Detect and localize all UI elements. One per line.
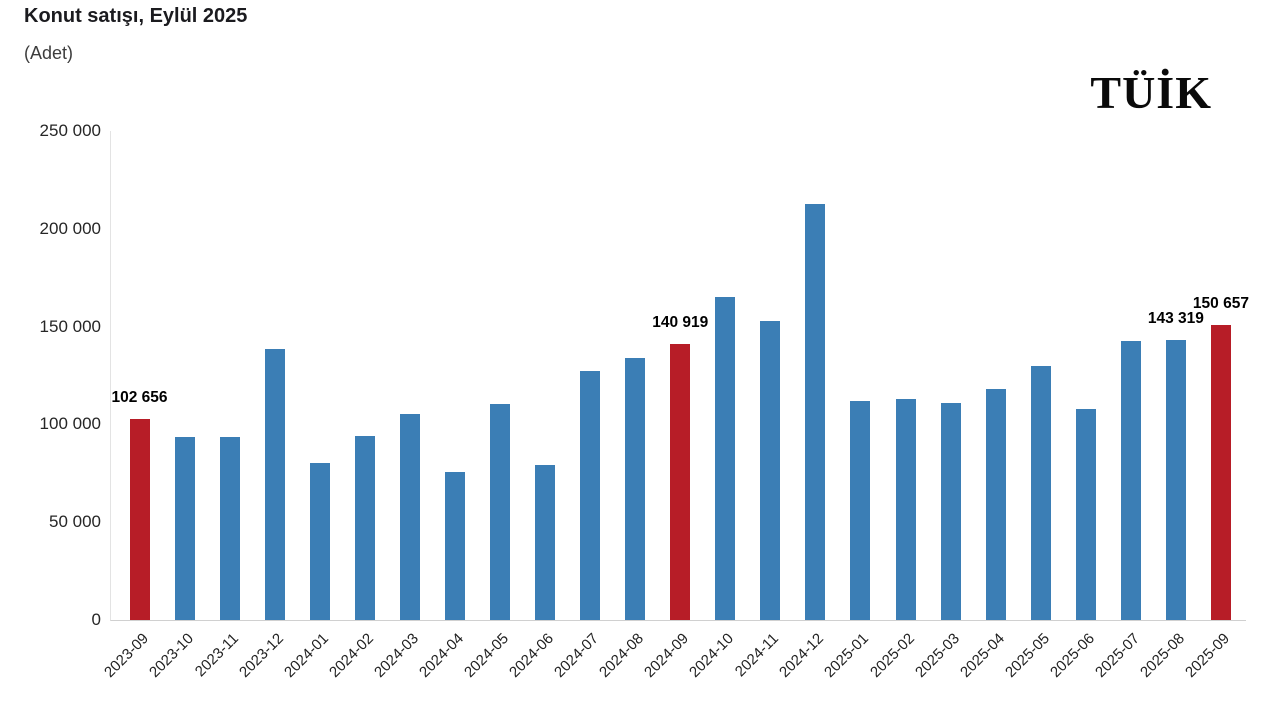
bar-2025-05	[1030, 365, 1051, 620]
bar-2025-07	[1120, 340, 1141, 620]
bar-value-label: 140 919	[652, 314, 709, 332]
bar-2024-09	[670, 344, 691, 620]
bar-2024-07	[580, 371, 601, 620]
bar-2024-10	[715, 297, 736, 620]
bar-2023-12	[264, 348, 285, 620]
chart-title: Konut satışı, Eylül 2025	[24, 5, 248, 27]
bar-2023-11	[219, 437, 240, 620]
tuik-logo: TÜİK	[1090, 67, 1212, 118]
y-tick-label: 100 000	[39, 414, 101, 434]
bar-2025-02	[895, 399, 916, 620]
bar-2025-09	[1210, 325, 1231, 620]
bar-chart-plot-area: 0 50 000 100 000 150 000 200 000 250 000 102 …	[40, 121, 1249, 681]
bar-2025-04	[985, 388, 1006, 620]
bar-2025-08	[1165, 339, 1186, 620]
bar-2024-11	[760, 320, 781, 620]
y-tick-label: 50 000	[49, 512, 101, 532]
bar-2024-06	[535, 464, 556, 620]
y-tick-label: 0	[91, 610, 101, 629]
bar-2023-09	[129, 419, 150, 620]
bar-2023-10	[174, 436, 195, 620]
bar-2025-06	[1075, 409, 1096, 620]
bar-2024-12	[805, 204, 826, 620]
bar-2025-01	[850, 400, 871, 620]
y-tick-label: 250 000	[39, 121, 101, 140]
chart-unit-label: (Adet)	[24, 43, 74, 63]
bar-2024-01	[309, 462, 330, 620]
y-tick-label: 200 000	[39, 218, 101, 238]
bar-value-label: 102 656	[111, 389, 168, 407]
bar-value-label: 143 319	[1147, 309, 1204, 327]
bar-2024-05	[489, 403, 510, 620]
bar-2024-03	[399, 413, 420, 620]
bar-2024-04	[444, 472, 465, 620]
bar-2024-08	[625, 357, 646, 620]
bar-value-label: 150 657	[1192, 295, 1249, 313]
y-tick-label: 150 000	[39, 316, 101, 336]
bar-2024-02	[354, 436, 375, 620]
bar-2025-03	[940, 403, 961, 620]
